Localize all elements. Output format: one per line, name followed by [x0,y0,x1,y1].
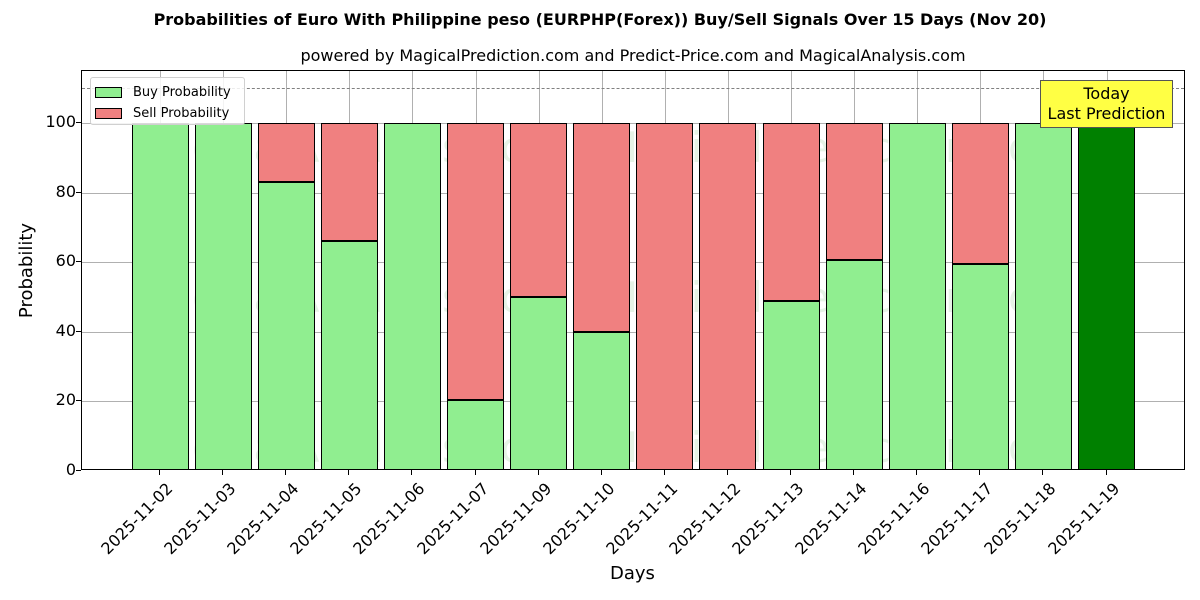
buy-swatch-icon [95,86,122,98]
sell-bar [951,123,1009,265]
buy-bar [383,123,441,469]
buy-bar [131,123,189,469]
x-tick-mark [979,470,981,475]
sell-bar [636,123,694,469]
x-tick-mark [222,470,224,475]
sell-bar [320,123,378,241]
x-tick-mark [537,470,539,475]
x-tick-mark [790,470,791,475]
y-tick-label: 0 [65,460,76,479]
x-tick-mark [411,470,413,475]
buy-bar [888,123,946,469]
buy-bar [320,240,378,469]
y-tick-label: 80 [55,181,76,201]
legend-label-sell: Sell Probability [133,105,230,121]
grid-line-horizontal [82,262,1184,264]
sell-swatch-icon [95,107,122,119]
grid-line-horizontal [82,192,1184,194]
x-tick-mark [474,470,476,475]
y-tick-mark [76,191,81,193]
x-tick-mark [600,470,602,475]
y-tick-mark [76,122,81,124]
y-tick-mark [76,470,81,471]
x-tick-mark [726,470,728,475]
grid-line-horizontal [82,401,1184,403]
plot-area: MagicalAnalysis.com MagicalPrediction.co… [81,70,1185,470]
y-tick-mark [76,400,81,402]
chart-subtitle: powered by MagicalPrediction.com and Pre… [300,46,966,65]
buy-bar [825,260,883,469]
x-tick-mark [285,470,287,475]
buy-bar [762,300,820,469]
y-tick-label: 100 [45,112,76,132]
sell-bar [573,123,631,332]
sell-bar [762,123,820,301]
x-tick-mark [853,470,855,475]
buy-bar [447,399,504,469]
x-tick-mark [1042,470,1044,475]
y-tick-label: 60 [55,251,76,271]
buy-bar [573,331,631,469]
y-tick-mark [76,330,81,332]
y-tick-mark [76,261,81,263]
reference-line [82,88,1184,90]
sell-bar [510,123,568,298]
x-tick-mark [663,470,665,475]
x-tick-mark [916,470,918,475]
buy-bar [1014,123,1072,469]
sell-bar [699,123,757,469]
buy-bar [951,264,1009,469]
legend-item-sell: Sell Probability [95,104,229,122]
legend-item-buy: Buy Probability [95,83,231,101]
x-axis-title: Days [610,563,655,584]
x-tick-mark [348,470,350,475]
today-annotation: Today Last Prediction [1040,80,1173,128]
legend-label-buy: Buy Probability [133,84,231,100]
x-tick-mark [159,470,160,475]
sell-bar [825,123,883,261]
chart-title: Probabilities of Euro With Philippine pe… [153,10,1047,29]
sell-bar [447,123,504,400]
last-prediction-label: Last Prediction [1047,104,1166,123]
grid-line-horizontal [82,123,1184,125]
y-axis-title: Probability [16,222,38,319]
y-tick-label: 40 [55,320,76,340]
sell-bar [257,123,315,182]
grid-line-horizontal [82,331,1184,333]
today-label: Today [1083,84,1130,103]
x-tick-mark [1105,470,1107,475]
buy-bar [510,297,568,469]
legend: Buy Probability Sell Probability [90,77,245,125]
today-bar [1078,123,1135,469]
y-tick-label: 20 [55,390,76,410]
buy-bar [257,181,315,469]
buy-bar [194,123,252,469]
